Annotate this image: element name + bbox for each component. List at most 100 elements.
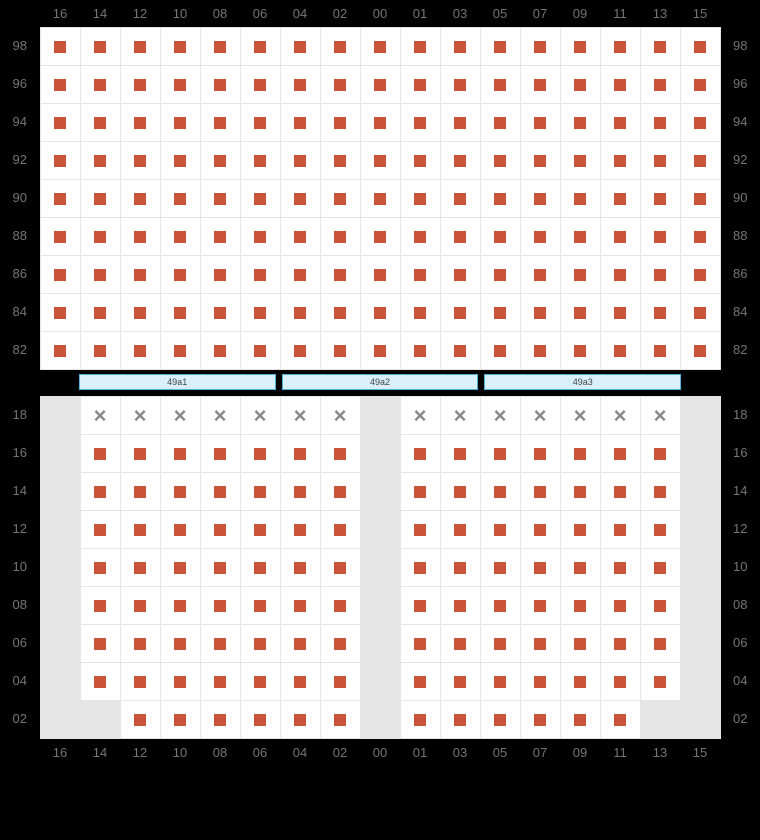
seat-available[interactable] <box>521 625 560 662</box>
seat-available[interactable] <box>121 66 160 103</box>
seat-available[interactable] <box>641 663 680 700</box>
seat-available[interactable] <box>401 180 440 217</box>
seat-available[interactable] <box>481 142 520 179</box>
seat-available[interactable] <box>81 663 120 700</box>
seat-available[interactable] <box>281 104 320 141</box>
seat-available[interactable] <box>121 332 160 369</box>
seat-available[interactable] <box>641 511 680 548</box>
seat-available[interactable] <box>201 701 240 738</box>
seat-available[interactable] <box>81 142 120 179</box>
seat-available[interactable] <box>241 142 280 179</box>
seat-available[interactable] <box>321 473 360 510</box>
seat-available[interactable] <box>241 256 280 293</box>
seat-available[interactable] <box>321 28 360 65</box>
seat-available[interactable] <box>681 256 720 293</box>
seat-unavailable[interactable]: × <box>161 397 200 434</box>
seat-available[interactable] <box>201 180 240 217</box>
seat-available[interactable] <box>481 294 520 331</box>
seat-available[interactable] <box>161 663 200 700</box>
seat-available[interactable] <box>561 256 600 293</box>
seat-available[interactable] <box>281 511 320 548</box>
seat-available[interactable] <box>281 549 320 586</box>
seat-available[interactable] <box>241 180 280 217</box>
seat-available[interactable] <box>681 28 720 65</box>
seat-available[interactable] <box>561 66 600 103</box>
seat-available[interactable] <box>201 142 240 179</box>
seat-available[interactable] <box>41 256 80 293</box>
seat-available[interactable] <box>481 701 520 738</box>
seat-available[interactable] <box>361 218 400 255</box>
seat-available[interactable] <box>641 66 680 103</box>
seat-available[interactable] <box>121 218 160 255</box>
seat-available[interactable] <box>201 663 240 700</box>
seat-available[interactable] <box>601 218 640 255</box>
seat-available[interactable] <box>321 549 360 586</box>
seat-available[interactable] <box>161 142 200 179</box>
seat-unavailable[interactable]: × <box>401 397 440 434</box>
seat-available[interactable] <box>81 28 120 65</box>
seat-available[interactable] <box>361 256 400 293</box>
seat-available[interactable] <box>401 256 440 293</box>
seat-available[interactable] <box>161 625 200 662</box>
seat-available[interactable] <box>481 435 520 472</box>
seat-available[interactable] <box>201 511 240 548</box>
seat-unavailable[interactable]: × <box>481 397 520 434</box>
seat-available[interactable] <box>681 294 720 331</box>
seat-available[interactable] <box>81 180 120 217</box>
seat-available[interactable] <box>521 218 560 255</box>
seat-available[interactable] <box>121 701 160 738</box>
seat-available[interactable] <box>161 180 200 217</box>
seat-available[interactable] <box>641 256 680 293</box>
seat-available[interactable] <box>601 142 640 179</box>
seat-available[interactable] <box>241 294 280 331</box>
seat-available[interactable] <box>281 28 320 65</box>
seat-available[interactable] <box>41 66 80 103</box>
seat-available[interactable] <box>81 294 120 331</box>
seat-available[interactable] <box>401 587 440 624</box>
seat-available[interactable] <box>641 28 680 65</box>
seat-available[interactable] <box>321 663 360 700</box>
seat-available[interactable] <box>521 294 560 331</box>
seat-available[interactable] <box>281 701 320 738</box>
seat-available[interactable] <box>601 66 640 103</box>
seat-available[interactable] <box>121 625 160 662</box>
seat-available[interactable] <box>641 218 680 255</box>
seat-available[interactable] <box>321 511 360 548</box>
seat-available[interactable] <box>641 332 680 369</box>
seat-available[interactable] <box>281 587 320 624</box>
seat-available[interactable] <box>201 332 240 369</box>
seat-available[interactable] <box>201 435 240 472</box>
seat-available[interactable] <box>41 28 80 65</box>
seat-available[interactable] <box>321 332 360 369</box>
seat-available[interactable] <box>161 549 200 586</box>
seat-available[interactable] <box>121 256 160 293</box>
seat-available[interactable] <box>401 332 440 369</box>
seat-available[interactable] <box>561 663 600 700</box>
seat-available[interactable] <box>441 332 480 369</box>
seat-available[interactable] <box>121 511 160 548</box>
seat-available[interactable] <box>81 256 120 293</box>
seat-available[interactable] <box>161 701 200 738</box>
seat-available[interactable] <box>321 587 360 624</box>
seat-available[interactable] <box>201 218 240 255</box>
seat-available[interactable] <box>161 294 200 331</box>
seat-available[interactable] <box>601 104 640 141</box>
seat-available[interactable] <box>681 218 720 255</box>
seat-available[interactable] <box>481 180 520 217</box>
seat-available[interactable] <box>441 28 480 65</box>
seat-available[interactable] <box>81 435 120 472</box>
seat-available[interactable] <box>121 142 160 179</box>
seat-available[interactable] <box>641 473 680 510</box>
seat-available[interactable] <box>321 104 360 141</box>
seat-available[interactable] <box>201 28 240 65</box>
seat-available[interactable] <box>641 294 680 331</box>
seat-available[interactable] <box>321 218 360 255</box>
seat-available[interactable] <box>321 180 360 217</box>
seat-available[interactable] <box>321 142 360 179</box>
seat-available[interactable] <box>561 294 600 331</box>
seat-available[interactable] <box>41 104 80 141</box>
seat-available[interactable] <box>321 66 360 103</box>
seat-available[interactable] <box>161 218 200 255</box>
seat-available[interactable] <box>81 549 120 586</box>
seat-available[interactable] <box>281 473 320 510</box>
